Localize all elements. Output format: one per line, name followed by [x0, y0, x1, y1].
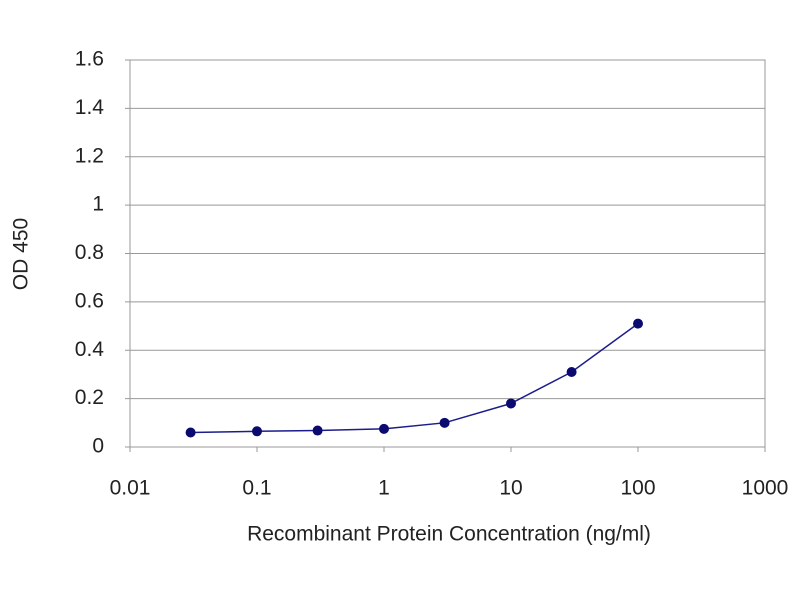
series-line	[190, 323, 639, 434]
y-tick-label: 0.6	[75, 289, 104, 312]
y-tick-label: 0	[92, 435, 104, 458]
x-tick-label: 1000	[742, 477, 789, 500]
data-point	[439, 417, 450, 428]
x-tick-label: 10	[499, 477, 522, 500]
x-tick-label: 0.01	[110, 477, 151, 500]
y-tick-label: 0.4	[75, 338, 105, 361]
y-tick-label: 0.8	[75, 241, 104, 264]
y-tick-label: 1.2	[75, 144, 104, 167]
y-tick-label: 1	[92, 193, 104, 216]
x-axis-label: Recombinant Protein Concentration (ng/ml…	[247, 523, 651, 546]
data-point	[633, 318, 643, 329]
data-point	[506, 398, 516, 409]
data-point	[566, 367, 577, 378]
y-tick-label: 1.6	[75, 48, 104, 71]
data-point	[185, 427, 196, 438]
data-point	[252, 426, 262, 437]
y-axis-label: OD 450	[10, 218, 33, 290]
x-tick-label: 0.1	[242, 477, 271, 500]
data-point	[379, 423, 389, 434]
x-tick-label: 1	[378, 477, 390, 500]
data-point	[312, 425, 323, 436]
y-tick-label: 1.4	[75, 96, 105, 119]
y-tick-label: 0.2	[75, 386, 104, 409]
x-tick-label: 100	[620, 477, 655, 500]
